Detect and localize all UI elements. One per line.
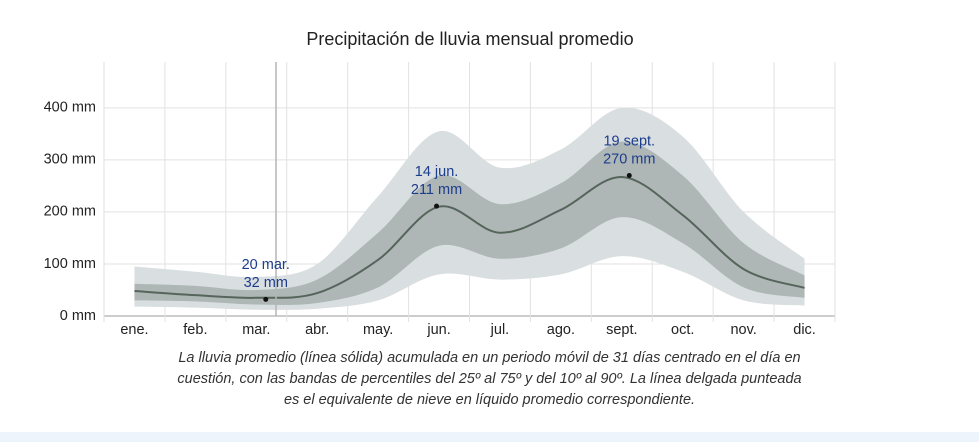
caption-line: cuestión, con las bandas de percentiles …: [177, 371, 802, 387]
x-tick-label: may.: [363, 322, 393, 338]
y-tick-label: 200 mm: [44, 204, 96, 220]
x-tick-label: feb.: [183, 322, 207, 338]
x-tick-label: sept.: [606, 322, 637, 338]
caption-line: es el equivalente de nieve en líquido pr…: [283, 392, 696, 408]
annotation-date: 20 mar.: [242, 257, 290, 273]
x-tick-label: ene.: [120, 322, 148, 338]
caption: La lluvia promedio (línea sólida) acumul…: [0, 348, 979, 411]
y-tick-label: 300 mm: [44, 152, 96, 168]
annotation-dot: [626, 172, 632, 178]
annotation-value: 270 mm: [603, 151, 655, 167]
band-25-75: [134, 141, 805, 305]
caption-line: La lluvia promedio (línea sólida) acumul…: [178, 350, 801, 366]
annotation-value: 32 mm: [244, 275, 288, 291]
chart-title: Precipitación de lluvia mensual promedio: [306, 29, 633, 49]
x-tick-label: ago.: [547, 322, 575, 338]
annotation-dot: [434, 203, 440, 209]
annotation-value: 211 mm: [411, 182, 462, 198]
y-tick-label: 100 mm: [44, 256, 96, 272]
x-tick-label: jul.: [490, 322, 510, 338]
x-tick-label: mar.: [242, 322, 270, 338]
x-tick-label: jun.: [426, 322, 450, 338]
x-tick-label: abr.: [305, 322, 329, 338]
chart: Precipitación de lluvia mensual promedio…: [44, 29, 836, 338]
annotation-dot: [263, 296, 269, 302]
x-tick-label: nov.: [730, 322, 756, 338]
y-tick-label: 400 mm: [44, 100, 96, 116]
annotation-date: 14 jun.: [415, 164, 459, 180]
y-tick-label: 0 mm: [60, 308, 96, 324]
annotation-date: 19 sept.: [603, 133, 655, 149]
footer-band: [0, 432, 979, 442]
x-tick-label: dic.: [793, 322, 816, 338]
precip-line: [134, 176, 805, 299]
x-tick-label: oct.: [671, 322, 694, 338]
